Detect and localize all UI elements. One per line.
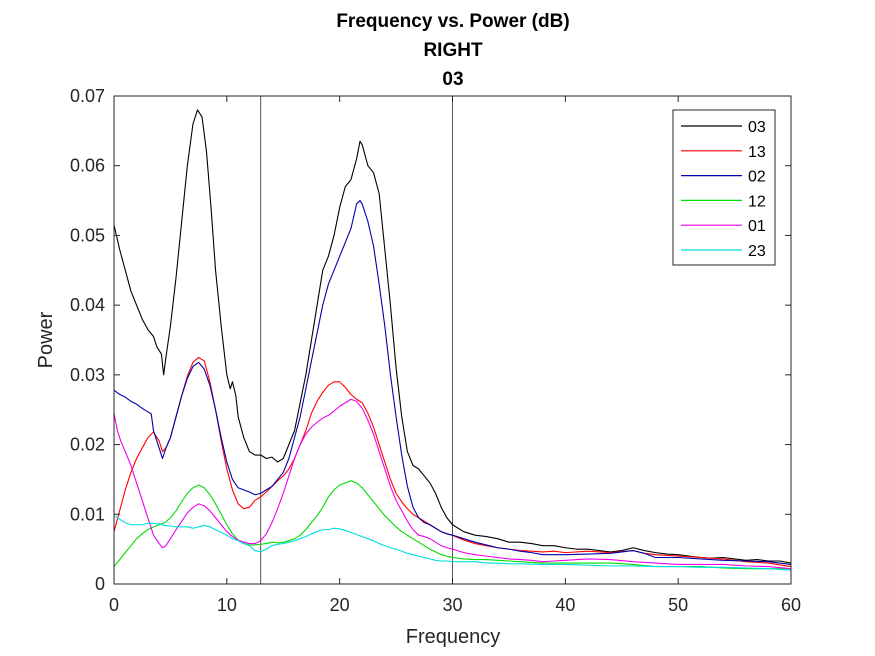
series-line-23 xyxy=(113,515,792,571)
legend-label-03: 03 xyxy=(748,119,766,136)
x-tick-label: 50 xyxy=(668,595,688,615)
x-tick-label: 40 xyxy=(555,595,575,615)
series-line-02 xyxy=(113,200,792,566)
y-tick-label: 0.05 xyxy=(70,225,105,245)
series-line-01 xyxy=(113,398,792,570)
reference-lines xyxy=(260,96,453,584)
y-tick-label: 0.02 xyxy=(70,435,105,455)
x-tick-label: 60 xyxy=(781,595,801,615)
legend-box xyxy=(672,109,776,266)
y-tick-label: 0.04 xyxy=(70,295,105,315)
series-line-03 xyxy=(113,109,792,564)
x-axis-label: Frequency xyxy=(406,626,501,648)
x-tick-label: 10 xyxy=(217,595,237,615)
y-tick-label: 0 xyxy=(95,574,105,594)
chart-title-line-2: RIGHT xyxy=(423,40,483,61)
x-tick-label: 30 xyxy=(442,595,462,615)
x-axis: 0 10 20 30 40 50 60 xyxy=(109,96,801,615)
y-tick-label: 0.03 xyxy=(70,365,105,385)
y-tick-label: 0.07 xyxy=(70,86,105,106)
chart-title-line-1: Frequency vs. Power (dB) xyxy=(336,11,569,32)
y-tick-label: 0.01 xyxy=(70,504,105,524)
series-line-12 xyxy=(113,480,791,570)
y-axis: 0 0.01 0.02 0.03 0.04 0.05 0.06 0.07 xyxy=(70,86,791,594)
x-tick-label: 0 xyxy=(109,595,119,615)
legend-label-13: 13 xyxy=(748,144,766,161)
chart-title: Frequency vs. Power (dB) RIGHT 03 xyxy=(336,11,569,90)
legend: 03 13 02 12 01 23 xyxy=(672,109,776,266)
y-axis-label: Power xyxy=(35,311,57,368)
legend-label-12: 12 xyxy=(748,193,766,210)
x-tick-label: 20 xyxy=(330,595,350,615)
chart-title-line-3: 03 xyxy=(442,69,463,90)
y-tick-label: 0.06 xyxy=(70,156,105,176)
series-lines xyxy=(113,109,792,571)
legend-label-01: 01 xyxy=(748,218,766,235)
legend-label-23: 23 xyxy=(748,243,766,260)
legend-label-02: 02 xyxy=(748,169,766,186)
